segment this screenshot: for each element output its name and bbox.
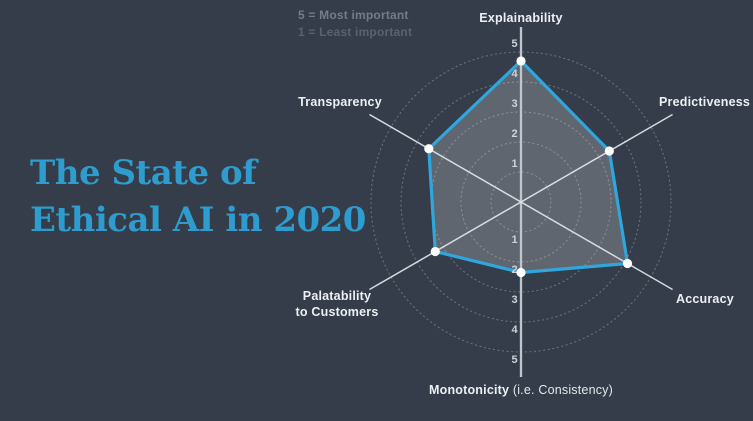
axis-label-monotonicity-bold: Monotonicity (428, 383, 510, 397)
data-point (622, 258, 633, 269)
tick-label: 4 (511, 324, 518, 336)
axis-label-monotonicity-rest: (i.e. Consistency) (509, 383, 614, 397)
radar-polygon-fill (428, 61, 628, 273)
axis-label-accuracy: Accuracy (676, 292, 734, 306)
scale-legend: 5 = Most important 1 = Least important (298, 7, 412, 41)
tick-label: 3 (511, 294, 517, 306)
data-point (516, 267, 526, 278)
page-title-line1: The State of (30, 153, 257, 193)
tick-label: 1 (511, 158, 517, 170)
axis-spoke-diagonal (369, 113, 673, 291)
axis-label-transparency: Transparency (298, 95, 382, 109)
tick-label: 5 (511, 354, 517, 366)
tick-label: 5 (511, 38, 517, 50)
scale-legend-least: 1 = Least important (298, 25, 413, 39)
data-point (430, 246, 440, 257)
scale-legend-most: 5 = Most important (298, 8, 409, 22)
tick-label: 2 (511, 128, 517, 140)
page-title: The State of Ethical AI in 2020 (30, 150, 366, 244)
tick-label: 1 (511, 234, 517, 246)
data-point (516, 56, 526, 66)
axis-label-monotonicity: Monotonicity (i.e. Consistency) (429, 383, 613, 397)
tick-label: 4 (511, 68, 518, 80)
page-title-line2: Ethical AI in 2020 (30, 200, 366, 240)
axis-label-predictiveness: Predictiveness (659, 95, 751, 109)
axis-label-explainability: Explainability (479, 11, 563, 25)
data-point (424, 144, 434, 154)
tick-label: 2 (511, 264, 517, 276)
data-point (604, 146, 614, 156)
axis-label-palatability-line1: Palatability (302, 289, 372, 303)
axis-label-palatability: Palatability to Customers (296, 288, 379, 320)
tick-label: 3 (511, 98, 517, 110)
axis-label-palatability-line2: to Customers (295, 305, 379, 319)
